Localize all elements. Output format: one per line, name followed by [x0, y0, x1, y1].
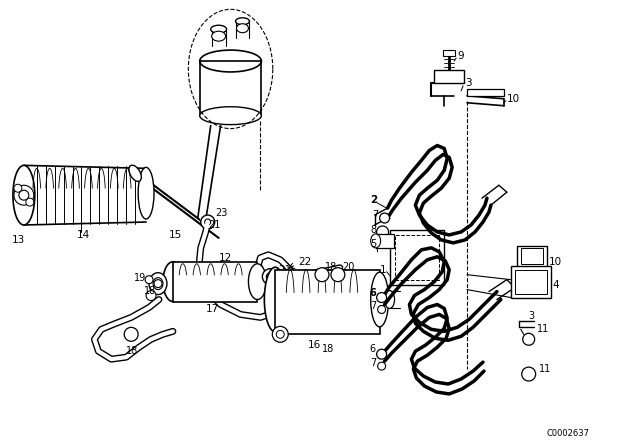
Circle shape: [262, 269, 278, 284]
Text: 10: 10: [507, 94, 520, 104]
Text: 5: 5: [370, 239, 376, 249]
Text: 7: 7: [370, 302, 376, 311]
Circle shape: [201, 215, 214, 229]
Ellipse shape: [129, 165, 141, 181]
Bar: [275, 270, 380, 334]
Text: 18: 18: [325, 262, 337, 272]
Text: 4: 4: [552, 280, 559, 289]
Text: 7: 7: [370, 358, 376, 368]
Circle shape: [205, 219, 211, 225]
Circle shape: [522, 367, 536, 381]
Text: C0002637: C0002637: [547, 429, 589, 438]
Bar: [394, 235, 439, 280]
Text: 6: 6: [370, 288, 376, 297]
Ellipse shape: [236, 18, 250, 25]
Text: 16: 16: [308, 340, 321, 350]
Ellipse shape: [163, 262, 183, 302]
Ellipse shape: [248, 264, 266, 300]
Bar: [521, 248, 543, 264]
Ellipse shape: [153, 278, 163, 289]
Text: 19: 19: [134, 273, 147, 283]
Circle shape: [523, 333, 534, 345]
Bar: [516, 246, 547, 268]
Circle shape: [315, 268, 329, 282]
Circle shape: [272, 326, 288, 342]
Circle shape: [145, 276, 153, 284]
Bar: [390, 230, 444, 284]
Bar: [200, 61, 261, 116]
Text: 22: 22: [298, 257, 312, 267]
Circle shape: [380, 213, 390, 223]
Circle shape: [146, 291, 156, 301]
Text: 9: 9: [457, 51, 464, 61]
Ellipse shape: [138, 168, 154, 219]
Ellipse shape: [13, 165, 35, 225]
Circle shape: [14, 185, 34, 205]
Circle shape: [378, 362, 385, 370]
Text: 18: 18: [322, 344, 334, 354]
Text: 6: 6: [370, 344, 376, 354]
Circle shape: [19, 190, 29, 200]
Ellipse shape: [200, 50, 261, 72]
Text: 3: 3: [465, 78, 472, 88]
Text: 21: 21: [278, 265, 291, 275]
Circle shape: [377, 226, 388, 238]
Text: 10: 10: [548, 257, 562, 267]
Circle shape: [276, 330, 284, 338]
Text: 20: 20: [342, 262, 354, 272]
Text: 7: 7: [372, 210, 379, 220]
Text: 1: 1: [380, 265, 387, 275]
Ellipse shape: [385, 291, 394, 309]
Ellipse shape: [371, 234, 381, 248]
Text: 13: 13: [12, 235, 25, 245]
Bar: [511, 266, 550, 297]
Ellipse shape: [211, 25, 227, 33]
Ellipse shape: [212, 31, 225, 41]
Bar: [467, 89, 504, 96]
Circle shape: [14, 184, 22, 192]
Bar: [376, 234, 394, 248]
Text: 11: 11: [539, 364, 551, 374]
Text: 3: 3: [529, 311, 535, 321]
Text: 18: 18: [144, 285, 156, 296]
Text: 15: 15: [169, 230, 182, 240]
Bar: [173, 262, 257, 302]
Text: 17: 17: [205, 305, 219, 314]
Bar: [435, 70, 464, 83]
Circle shape: [154, 280, 162, 288]
Ellipse shape: [149, 273, 167, 294]
Ellipse shape: [264, 267, 286, 332]
Ellipse shape: [371, 272, 388, 327]
Text: 14: 14: [77, 230, 90, 240]
Text: 23: 23: [216, 208, 228, 218]
Text: 12: 12: [219, 253, 232, 263]
Text: 11: 11: [537, 324, 549, 334]
Ellipse shape: [200, 107, 261, 125]
Circle shape: [266, 273, 275, 280]
Circle shape: [331, 268, 345, 282]
Text: 8: 8: [371, 225, 377, 235]
Text: 21: 21: [209, 220, 221, 230]
Text: 2: 2: [370, 195, 377, 205]
Text: 18: 18: [126, 346, 138, 356]
Bar: [444, 50, 455, 56]
Ellipse shape: [237, 24, 248, 33]
Circle shape: [377, 349, 387, 359]
Circle shape: [124, 327, 138, 341]
Circle shape: [377, 293, 387, 302]
Bar: [515, 270, 547, 293]
Circle shape: [26, 198, 34, 206]
Circle shape: [378, 306, 385, 314]
